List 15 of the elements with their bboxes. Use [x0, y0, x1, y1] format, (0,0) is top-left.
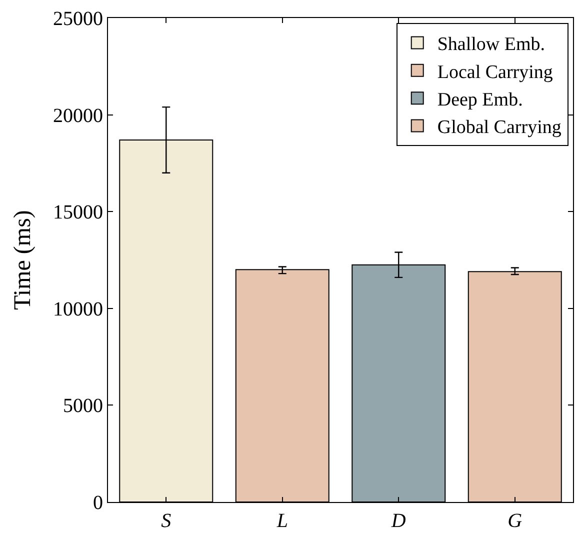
y-tick-label: 10000 [53, 298, 103, 320]
legend-label: Local Carrying [437, 62, 554, 83]
legend-label: Deep Emb. [437, 90, 523, 110]
x-tick-label: S [161, 510, 172, 532]
x-tick-label: D [390, 510, 406, 532]
y-tick-label: 15000 [53, 202, 103, 224]
y-tick-label: 25000 [53, 8, 103, 30]
x-tick-label: G [508, 510, 523, 532]
y-tick-label: 20000 [53, 104, 103, 127]
y-axis-title: Time (ms) [10, 210, 36, 310]
y-tick-label: 5000 [63, 395, 103, 418]
legend-label: Global Carrying [437, 117, 562, 138]
x-tick-label: L [276, 510, 288, 532]
y-tick-label: 0 [93, 492, 103, 514]
legend-label: Shallow Emb. [437, 34, 546, 56]
